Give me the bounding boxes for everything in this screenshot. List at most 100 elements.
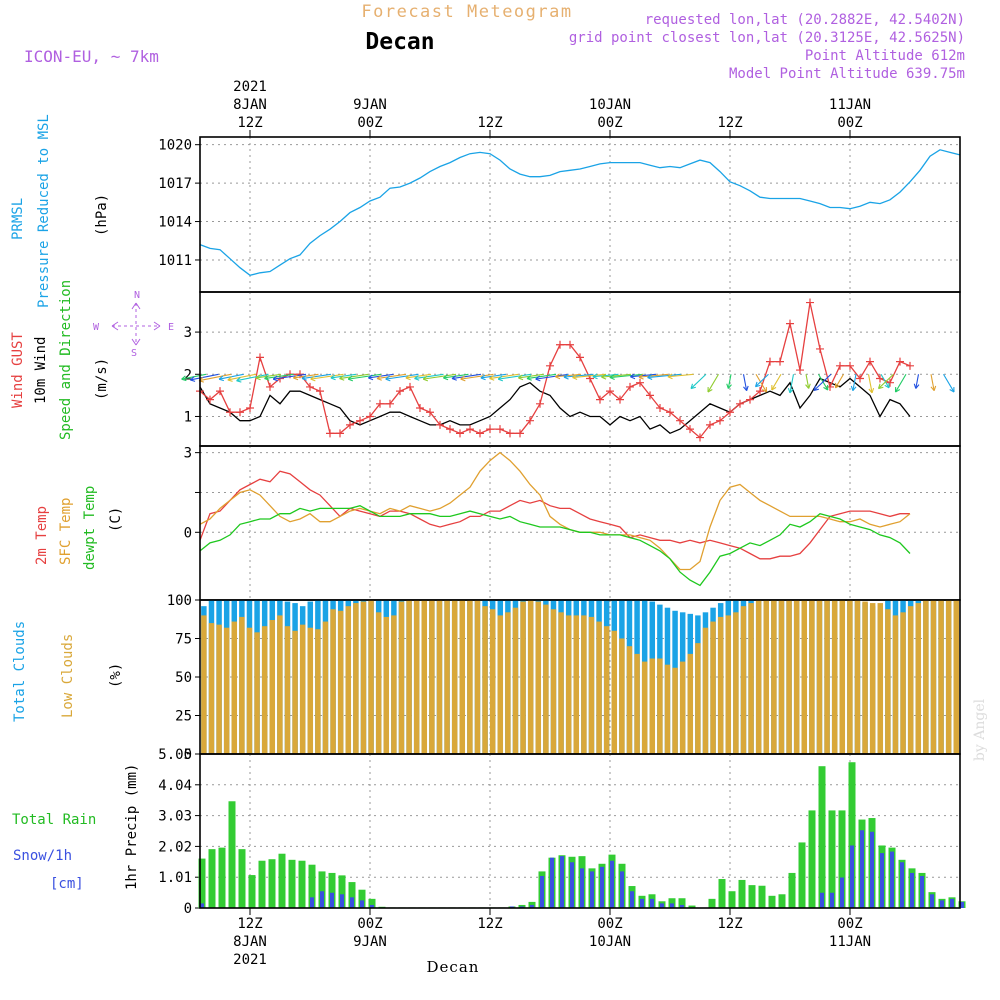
wind-arrow xyxy=(236,373,269,382)
bottom-time-label: 9JAN xyxy=(353,934,387,950)
wind-arrow-head xyxy=(451,375,457,381)
gust-marker xyxy=(256,353,264,362)
low-cloud-bar xyxy=(239,616,245,754)
wind-arrow xyxy=(895,373,907,393)
gust-marker xyxy=(836,361,844,370)
snow-bar xyxy=(570,862,574,908)
gust-marker xyxy=(496,425,504,434)
low-cloud-bar xyxy=(330,609,336,754)
gust-marker xyxy=(626,382,634,391)
wind-arrow-head xyxy=(497,375,504,382)
wind-arrow xyxy=(198,373,232,382)
low-cloud-bar xyxy=(634,653,640,754)
gust-marker xyxy=(376,399,384,408)
low-cloud-bar xyxy=(725,615,732,754)
gust-marker xyxy=(356,416,364,425)
gust-marker xyxy=(776,357,784,366)
gust-marker xyxy=(716,416,724,425)
low-cloud-bar xyxy=(854,600,861,754)
rain-bar xyxy=(728,891,736,908)
wind-frame xyxy=(199,291,961,447)
wind-ytick-label: 1 xyxy=(184,409,192,425)
wind-arrow xyxy=(771,373,782,391)
wind-arrow xyxy=(423,373,457,380)
low-cloud-bar xyxy=(231,621,238,754)
top-time-label: 9JAN xyxy=(353,97,387,113)
snow-bar xyxy=(830,892,834,908)
low-cloud-bar xyxy=(550,609,557,754)
wind-arrow xyxy=(630,373,657,378)
low-cloud-bar xyxy=(223,627,230,754)
low-cloud-bar xyxy=(581,615,587,754)
wind-ytick-label: 2 xyxy=(184,367,192,383)
wind-arrow xyxy=(742,374,748,391)
wind-arrow xyxy=(852,374,857,391)
low-cloud-bar xyxy=(938,600,944,754)
low-cloud-bar xyxy=(353,603,359,754)
wind-arrow xyxy=(555,373,582,378)
wind-arrow xyxy=(489,373,519,380)
wind-arrow-head xyxy=(754,381,761,388)
wind-arrow-head xyxy=(189,376,196,382)
wind-arrow xyxy=(348,373,382,380)
wind-arrow xyxy=(878,373,894,389)
wind-arrow-head xyxy=(422,375,429,382)
low-cloud-bar xyxy=(923,600,929,754)
snow-bar xyxy=(910,872,914,908)
clouds-panel: 0 25 50 75 100 xyxy=(167,593,961,763)
low-cloud-bar xyxy=(201,615,207,754)
model-altitude: Model Point Altitude 639.75m xyxy=(729,66,965,82)
bottom-time-label: 11JAN xyxy=(829,934,871,950)
snow-bar xyxy=(920,875,924,908)
wind-arrow-head xyxy=(526,375,532,381)
total-clouds-label: Total Clouds xyxy=(12,621,28,722)
precip-ytick-label: 5.05 xyxy=(158,747,192,763)
wind-line xyxy=(199,377,911,435)
snow-bar xyxy=(660,903,664,908)
rain-bar xyxy=(238,849,246,908)
gust-marker xyxy=(556,340,564,349)
compass-e: E xyxy=(168,322,174,333)
low-cloud-bar xyxy=(421,600,428,754)
top-time-label: 10JAN xyxy=(589,97,631,113)
wind-arrow xyxy=(339,373,369,380)
gust-marker xyxy=(856,374,864,383)
rain-bar xyxy=(738,879,746,908)
snow-bar xyxy=(360,900,364,908)
low-cloud-bar xyxy=(831,600,838,754)
wind-arrow-head xyxy=(181,375,187,382)
low-cloud-bar xyxy=(505,612,511,754)
top-time-label: 11JAN xyxy=(829,97,871,113)
wind-arrow-head xyxy=(834,382,841,389)
wind-arrow xyxy=(867,374,873,393)
wind-arrow-head xyxy=(535,375,541,382)
gust-marker xyxy=(506,429,514,438)
wind-arrow xyxy=(638,373,669,378)
gust-marker xyxy=(526,416,534,425)
low-cloud-bar xyxy=(459,600,466,754)
low-cloud-bar xyxy=(269,620,276,754)
wind-arrow xyxy=(460,373,494,380)
snow-label: Snow/1h xyxy=(13,848,72,864)
rain-bar xyxy=(338,875,346,908)
wind-arrow-head xyxy=(850,385,857,392)
wind-arrow-head xyxy=(264,375,270,381)
gust-marker xyxy=(786,319,794,328)
rain-bar xyxy=(678,898,686,908)
gust-marker xyxy=(866,357,874,366)
wind-arrow xyxy=(727,374,732,389)
wind-arrow-head xyxy=(272,375,279,382)
clouds-ytick-label: 25 xyxy=(175,709,192,725)
low-cloud-bar xyxy=(915,603,922,754)
precip-unit: 1hr Precip (mm) xyxy=(124,764,140,890)
top-time-label: 12Z xyxy=(237,115,262,131)
snow-bar xyxy=(880,853,884,908)
low-cloud-bar xyxy=(558,612,564,754)
gust-label: Wind GUST xyxy=(10,332,26,408)
rain-bar xyxy=(778,894,786,908)
rain-bar xyxy=(268,859,276,908)
gust-marker xyxy=(416,404,424,413)
rain-bar xyxy=(748,885,756,908)
low-cloud-bar xyxy=(672,667,678,754)
snow-bar xyxy=(960,901,964,908)
